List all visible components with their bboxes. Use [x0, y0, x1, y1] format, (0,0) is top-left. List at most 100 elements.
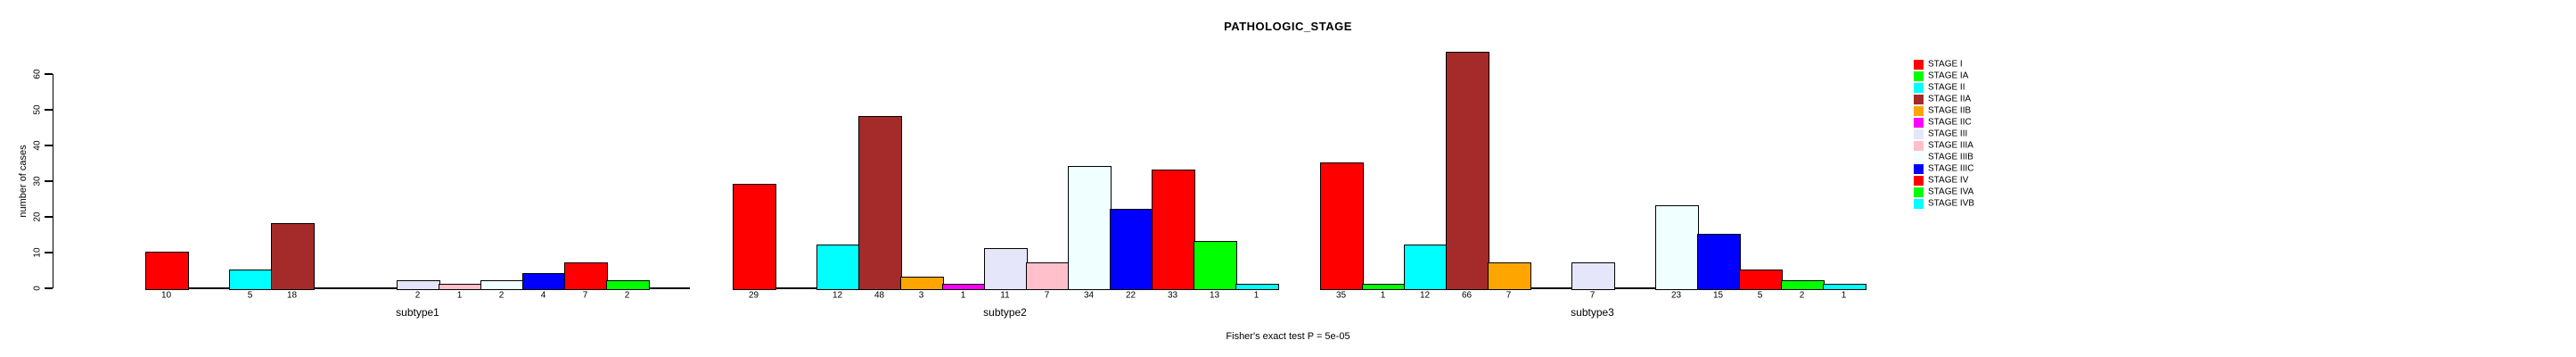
legend-label-stage-iib: STAGE IIB — [1928, 105, 1972, 116]
bar-value-label: 2 — [1799, 290, 1805, 301]
legend-label-stage-iva: STAGE IVA — [1928, 187, 1974, 197]
bar-subtype3-stage-iia — [1446, 51, 1489, 290]
bar-subtype1-stage-iv — [564, 262, 608, 290]
bar-value-label: 1 — [1380, 290, 1386, 301]
bar-subtype1-stage-iva — [606, 279, 650, 290]
bar-value-label: 7 — [1505, 290, 1512, 301]
bar-value-label: 12 — [832, 290, 843, 301]
y-axis-line — [52, 74, 53, 288]
y-axis-tick-label: 0 — [32, 286, 43, 291]
bar-value-label: 7 — [582, 290, 588, 301]
legend-swatch-stage-iic — [1914, 117, 1924, 128]
bar-subtype3-stage-iva — [1781, 279, 1825, 290]
bar-subtype3-stage-iib — [1488, 262, 1531, 290]
bar-value-label: 48 — [874, 290, 885, 301]
bar-subtype3-stage-iiic — [1697, 233, 1741, 290]
legend-label-stage-ii: STAGE II — [1928, 82, 1965, 93]
bar-value-label: 3 — [918, 290, 924, 301]
bar-value-label: 10 — [160, 290, 172, 301]
chart-title: PATHOLOGIC_STAGE — [1224, 20, 1352, 33]
bar-value-label: 13 — [1209, 290, 1220, 301]
fisher-test-annotation: Fisher's exact test P = 5e-05 — [1226, 331, 1350, 342]
bar-subtype3-stage-iiib — [1655, 204, 1699, 290]
legend-swatch-stage-iii — [1914, 129, 1924, 139]
legend-label-stage-iia: STAGE IIA — [1928, 94, 1972, 104]
legend-swatch-stage-ii — [1914, 82, 1924, 93]
legend-label-stage-iv: STAGE IV — [1928, 175, 1969, 186]
bar-subtype1-stage-iiia — [439, 283, 482, 290]
legend-swatch-stage-iiic — [1914, 163, 1924, 174]
bar-value-label: 1 — [1253, 290, 1259, 301]
bar-subtype2-stage-iiib — [1068, 165, 1112, 290]
bar-subtype2-stage-i — [733, 183, 776, 290]
y-axis-tick — [45, 73, 53, 75]
legend-label-stage-iiia: STAGE IIIA — [1928, 140, 1973, 151]
bar-subtype1-stage-iia — [271, 222, 315, 290]
bar-value-label: 1 — [456, 290, 463, 301]
legend-swatch-stage-ivb — [1914, 198, 1924, 209]
bar-value-label: 2 — [498, 290, 505, 301]
bar-subtype3-stage-i — [1320, 162, 1364, 290]
y-axis-tick — [45, 109, 53, 111]
legend-swatch-stage-iiia — [1914, 140, 1924, 151]
bar-value-label: 23 — [1670, 290, 1682, 301]
legend-swatch-stage-i — [1914, 59, 1924, 70]
bar-value-label: 2 — [624, 290, 630, 301]
y-axis-tick-label: 20 — [32, 212, 43, 222]
bar-value-label: 29 — [748, 290, 759, 301]
y-axis-tick-label: 60 — [32, 69, 43, 79]
bar-subtype1-stage-ii — [229, 269, 273, 290]
bar-value-label: 66 — [1461, 290, 1473, 301]
legend-label-stage-iii: STAGE III — [1928, 129, 1968, 139]
legend-swatch-stage-iia — [1914, 94, 1924, 104]
bar-value-label: 35 — [1335, 290, 1347, 301]
bar-value-label: 5 — [247, 290, 253, 301]
bar-value-label: 7 — [1589, 290, 1596, 301]
legend-label-stage-ia: STAGE IA — [1928, 71, 1969, 81]
legend-swatch-stage-iiib — [1914, 152, 1924, 162]
bar-subtype2-stage-iii — [984, 247, 1028, 290]
bar-subtype2-stage-iiia — [1026, 262, 1070, 290]
legend-swatch-stage-iv — [1914, 175, 1924, 186]
y-axis-tick — [45, 145, 53, 146]
bar-subtype2-stage-ivb — [1235, 283, 1279, 290]
y-axis-tick-label: 10 — [32, 247, 43, 258]
bar-subtype1-stage-iii — [397, 279, 440, 290]
bar-value-label: 12 — [1419, 290, 1431, 301]
bar-value-label: 4 — [540, 290, 546, 301]
legend-label-stage-iiic: STAGE IIIC — [1928, 163, 1974, 174]
bar-subtype1-stage-i — [145, 251, 189, 290]
bar-value-label: 22 — [1125, 290, 1136, 301]
y-axis-tick — [45, 216, 53, 218]
group-label-subtype2: subtype2 — [983, 306, 1027, 319]
bar-value-label: 5 — [1757, 290, 1763, 301]
bar-subtype3-stage-iii — [1571, 262, 1615, 290]
y-axis-tick — [45, 180, 53, 182]
group-label-subtype1: subtype1 — [396, 306, 439, 319]
bar-subtype2-stage-ii — [816, 244, 860, 290]
bar-value-label: 34 — [1083, 290, 1095, 301]
bar-value-label: 1 — [1841, 290, 1847, 301]
y-axis-tick-label: 30 — [32, 176, 43, 187]
bar-value-label: 15 — [1712, 290, 1724, 301]
bar-subtype2-stage-iv — [1152, 169, 1195, 290]
bar-value-label: 33 — [1167, 290, 1178, 301]
legend-label-stage-ivb: STAGE IVB — [1928, 198, 1975, 209]
bar-subtype1-stage-iiic — [522, 272, 566, 290]
bar-value-label: 1 — [960, 290, 966, 301]
bar-subtype1-stage-iiib — [480, 279, 524, 290]
bar-value-label: 18 — [286, 290, 298, 301]
y-axis-tick-label: 40 — [32, 140, 43, 151]
bar-subtype3-stage-iv — [1739, 269, 1783, 290]
bar-value-label: 11 — [1000, 290, 1010, 301]
bar-value-label: 7 — [1044, 290, 1050, 301]
bar-value-label: 2 — [414, 290, 421, 301]
legend-label-stage-iic: STAGE IIC — [1928, 117, 1972, 128]
bar-subtype2-stage-iia — [858, 115, 902, 290]
y-axis-tick — [45, 252, 53, 253]
legend-swatch-stage-ia — [1914, 71, 1924, 81]
y-axis-label: number of cases — [18, 145, 29, 218]
legend-label-stage-i: STAGE I — [1928, 59, 1963, 70]
y-axis-tick — [45, 287, 53, 289]
